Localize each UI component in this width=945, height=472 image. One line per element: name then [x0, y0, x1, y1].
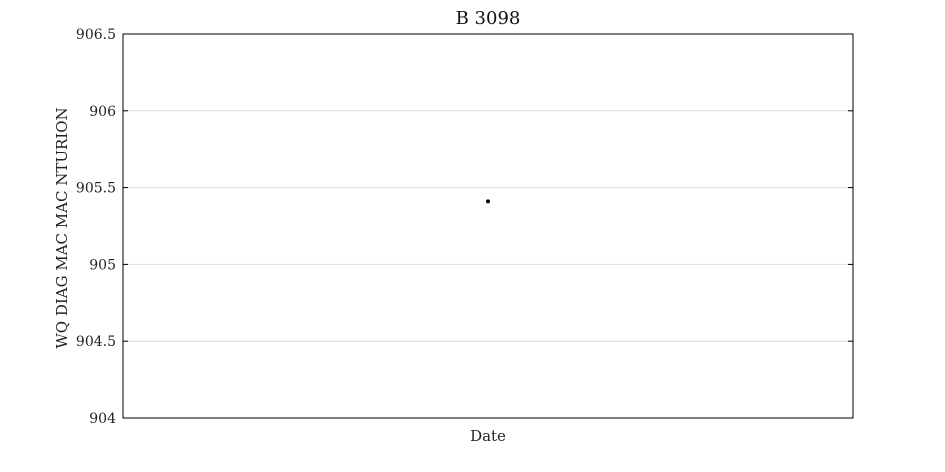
y-axis-label: WQ DIAG MAC MAC NTURION [53, 107, 71, 348]
data-points [486, 199, 490, 204]
y-tick-label: 904.5 [76, 334, 116, 350]
x-axis-label: Date [470, 427, 506, 445]
y-ticks: 904 904.5 905 905.5 906 906.5 [76, 27, 853, 427]
grid-lines [123, 110, 853, 342]
plot-area-frame [122, 33, 854, 419]
y-tick-label: 905.5 [76, 181, 116, 197]
y-tick-label: 906.5 [76, 27, 116, 43]
chart-title: B 3098 [456, 8, 521, 29]
data-point [486, 199, 490, 204]
y-tick-label: 906 [89, 104, 116, 120]
y-tick-label: 905 [89, 257, 116, 273]
y-tick-label: 904 [89, 411, 116, 427]
